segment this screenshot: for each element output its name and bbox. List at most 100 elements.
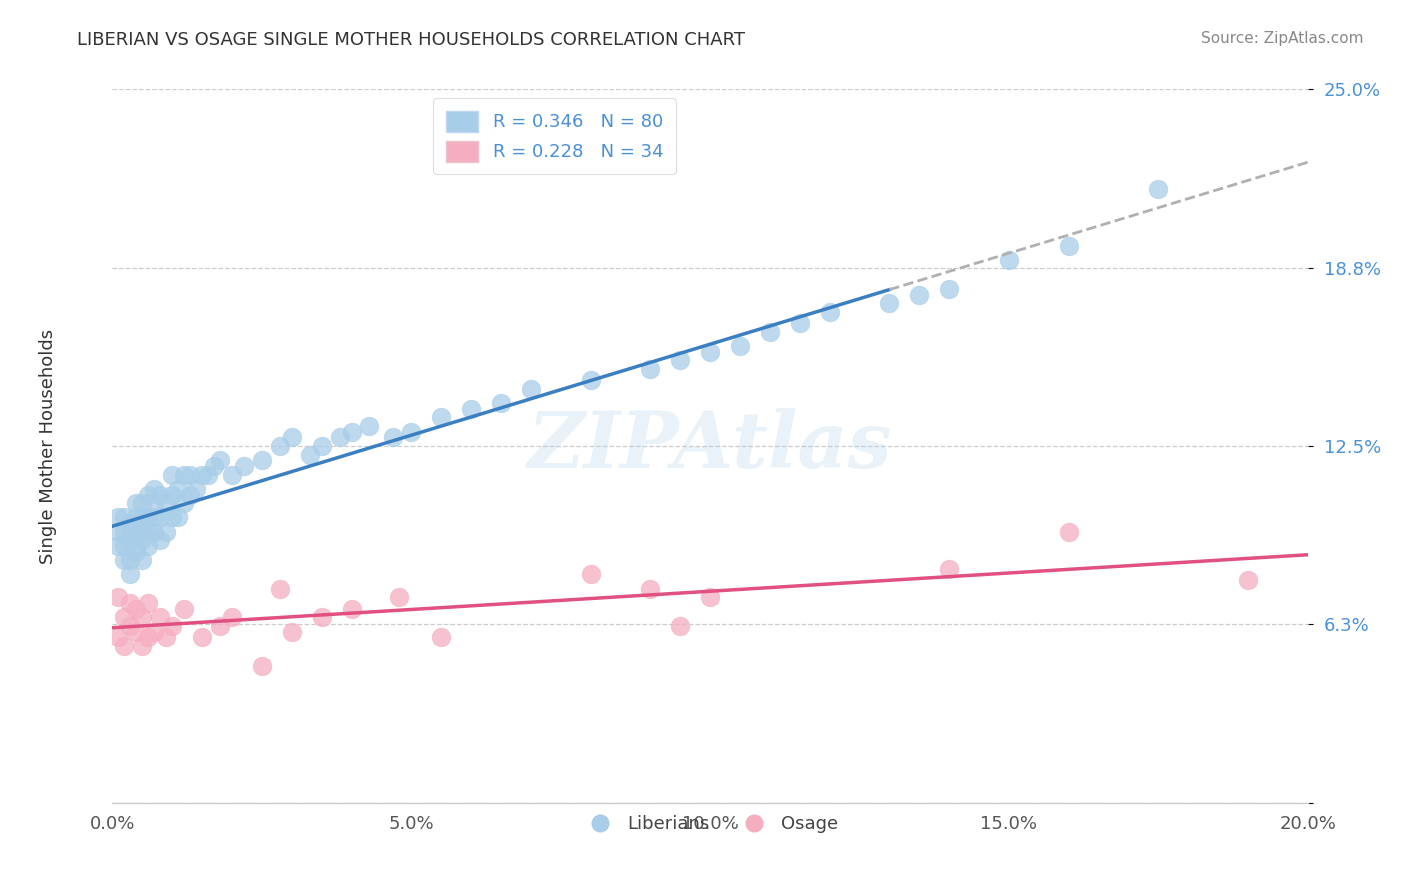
Point — [173, 467, 195, 482]
Point — [1057, 239, 1080, 253]
Point — [329, 430, 352, 444]
Point — [879, 296, 901, 310]
Point — [131, 510, 153, 524]
Point — [131, 524, 153, 539]
Point — [669, 619, 692, 633]
Point — [250, 658, 273, 673]
Point — [120, 619, 142, 633]
Point — [125, 544, 148, 558]
Point — [311, 610, 333, 624]
Point — [131, 533, 153, 548]
Point — [131, 496, 153, 510]
Point — [143, 510, 166, 524]
Point — [162, 619, 183, 633]
Point — [669, 353, 692, 368]
Point — [699, 591, 721, 605]
Point — [359, 419, 381, 434]
Point — [998, 253, 1021, 268]
Point — [818, 305, 841, 319]
Point — [1057, 524, 1080, 539]
Point — [579, 373, 602, 387]
Point — [209, 453, 232, 467]
Point — [640, 362, 662, 376]
Point — [149, 510, 172, 524]
Point — [114, 639, 135, 653]
Point — [131, 639, 153, 653]
Point — [138, 630, 160, 644]
Point — [107, 510, 129, 524]
Point — [250, 453, 273, 467]
Point — [430, 630, 453, 644]
Point — [938, 562, 960, 576]
Point — [202, 458, 225, 473]
Point — [120, 533, 142, 548]
Point — [162, 487, 183, 501]
Point — [162, 467, 183, 482]
Text: ZIPAtlas: ZIPAtlas — [527, 408, 893, 484]
Point — [167, 482, 190, 496]
Point — [114, 553, 135, 567]
Point — [107, 630, 129, 644]
Point — [143, 624, 166, 639]
Point — [120, 596, 142, 610]
Point — [186, 482, 208, 496]
Point — [125, 539, 148, 553]
Point — [401, 425, 423, 439]
Point — [269, 439, 291, 453]
Point — [125, 524, 148, 539]
Text: Source: ZipAtlas.com: Source: ZipAtlas.com — [1201, 31, 1364, 46]
Point — [191, 630, 214, 644]
Point — [125, 510, 148, 524]
Point — [138, 487, 160, 501]
Point — [149, 487, 172, 501]
Point — [728, 339, 751, 353]
Point — [298, 448, 321, 462]
Point — [138, 596, 160, 610]
Point — [138, 539, 160, 553]
Point — [138, 524, 160, 539]
Point — [107, 591, 129, 605]
Point — [1237, 573, 1260, 587]
Point — [233, 458, 256, 473]
Point — [699, 344, 721, 359]
Point — [131, 516, 153, 530]
Point — [155, 496, 177, 510]
Point — [221, 610, 243, 624]
Point — [114, 539, 135, 553]
Point — [281, 624, 304, 639]
Point — [149, 533, 172, 548]
Point — [107, 524, 129, 539]
Point — [143, 496, 166, 510]
Point — [382, 430, 405, 444]
Point — [155, 524, 177, 539]
Point — [197, 467, 219, 482]
Y-axis label: Single Mother Households: Single Mother Households — [39, 328, 56, 564]
Point — [155, 630, 177, 644]
Point — [281, 430, 304, 444]
Point — [311, 439, 333, 453]
Point — [143, 524, 166, 539]
Point — [1147, 182, 1170, 196]
Point — [388, 591, 411, 605]
Point — [173, 496, 195, 510]
Point — [179, 487, 201, 501]
Point — [143, 482, 166, 496]
Point — [173, 601, 195, 615]
Point — [125, 624, 148, 639]
Point — [460, 401, 482, 416]
Point — [114, 510, 135, 524]
Point — [938, 282, 960, 296]
Point — [125, 601, 148, 615]
Point — [579, 567, 602, 582]
Point — [430, 410, 453, 425]
Point — [149, 610, 172, 624]
Point — [191, 467, 214, 482]
Point — [120, 567, 142, 582]
Point — [179, 467, 201, 482]
Point — [114, 610, 135, 624]
Point — [114, 524, 135, 539]
Point — [138, 510, 160, 524]
Point — [269, 582, 291, 596]
Point — [340, 425, 363, 439]
Point — [131, 553, 153, 567]
